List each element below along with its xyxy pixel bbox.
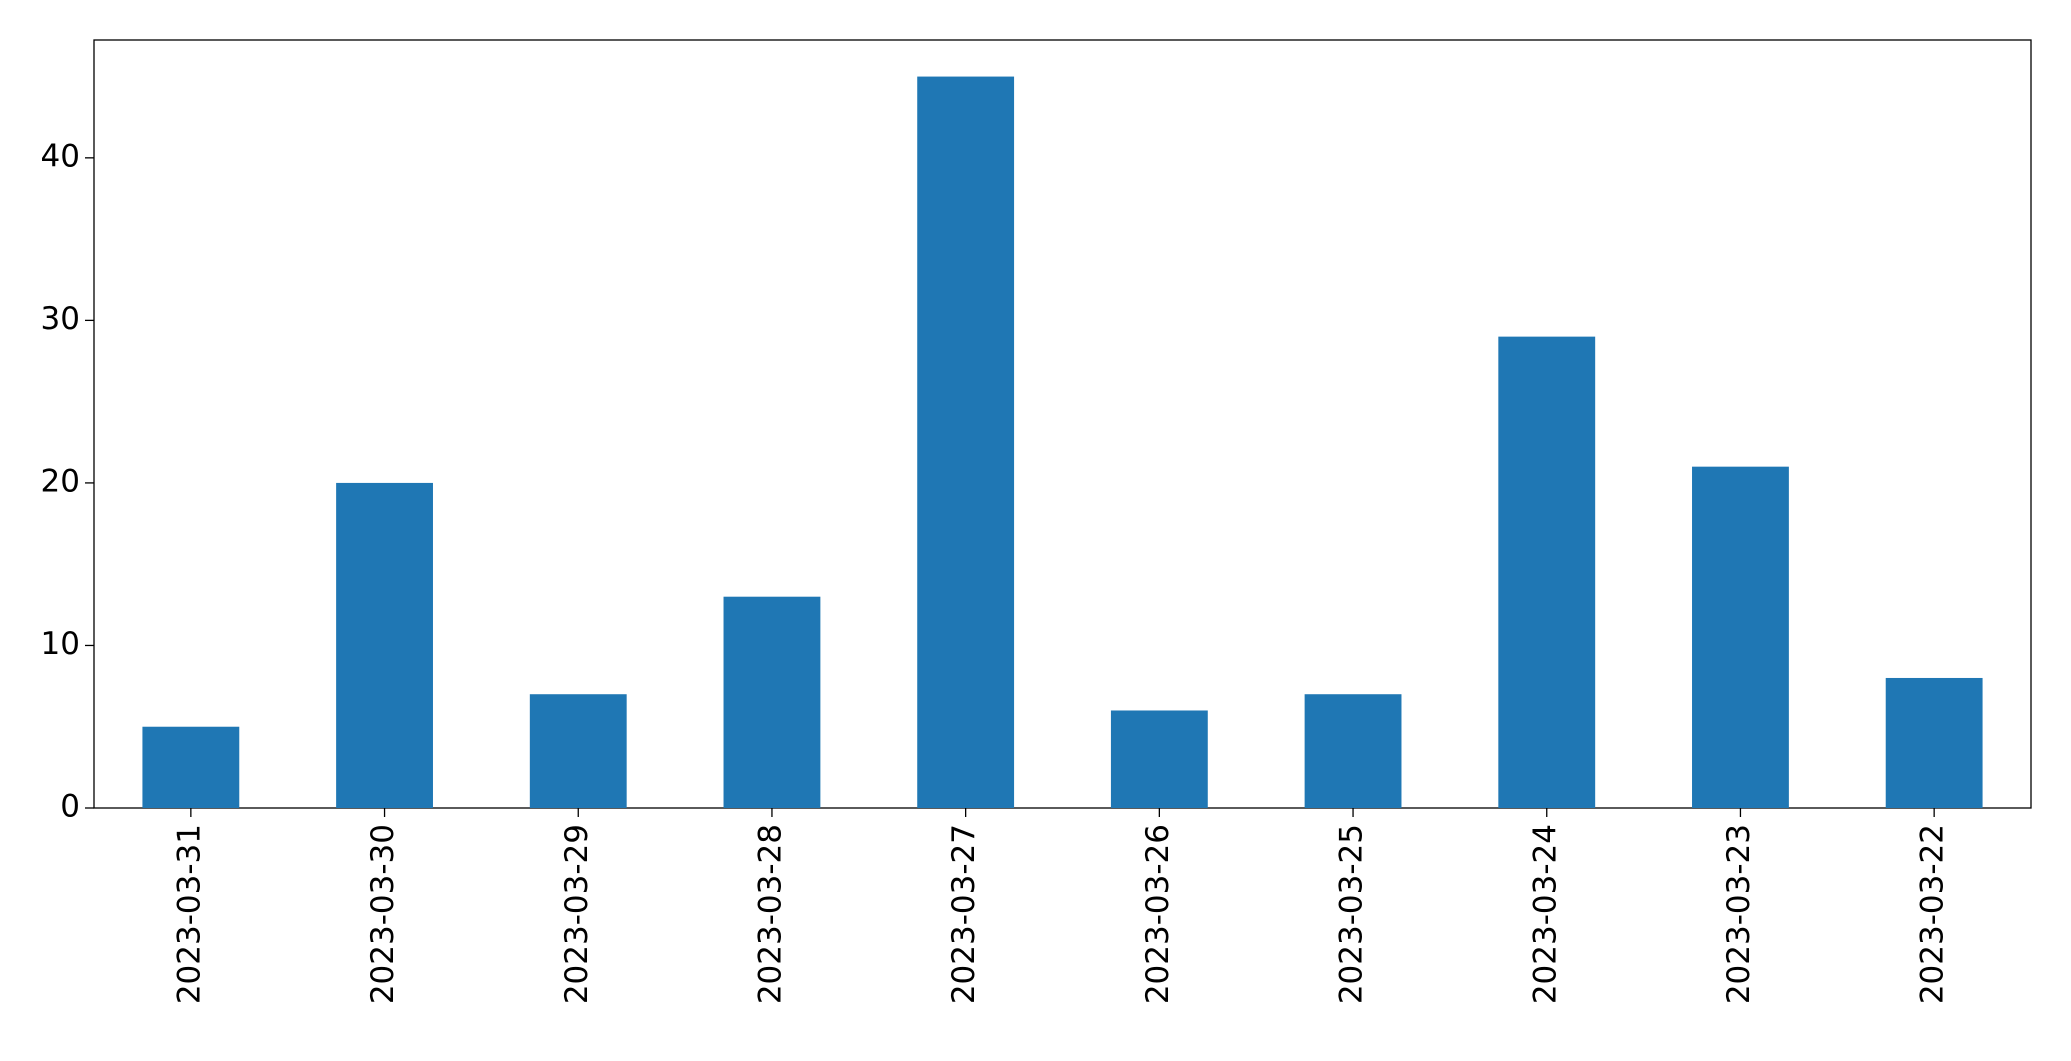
x-tick-label: 2023-03-26: [1140, 824, 1176, 1004]
y-tick-label: 20: [41, 463, 80, 499]
x-tick-label: 2023-03-29: [559, 824, 595, 1004]
y-tick-label: 10: [41, 626, 80, 662]
x-tick-label: 2023-03-24: [1527, 824, 1563, 1004]
bar: [1304, 694, 1402, 808]
bar: [142, 726, 240, 808]
x-tick-label: 2023-03-31: [171, 824, 207, 1004]
bar: [1110, 710, 1208, 808]
bar: [529, 694, 627, 808]
bar: [1885, 677, 1983, 808]
x-tick-label: 2023-03-22: [1915, 824, 1951, 1004]
x-tick-label: 2023-03-23: [1721, 824, 1757, 1004]
bar: [336, 482, 433, 808]
bar: [1498, 336, 1596, 808]
bar: [723, 596, 821, 808]
y-tick-label: 0: [60, 789, 80, 825]
x-tick-label: 2023-03-25: [1334, 824, 1370, 1004]
y-tick-label: 40: [41, 138, 80, 174]
bar: [1692, 466, 1789, 808]
plot-frame: [93, 39, 2032, 809]
x-tick-label: 2023-03-27: [946, 824, 982, 1004]
bar: [917, 76, 1015, 809]
y-tick-label: 30: [41, 301, 80, 337]
x-tick-label: 2023-03-28: [752, 824, 788, 1004]
x-tick-label: 2023-03-30: [365, 824, 401, 1004]
